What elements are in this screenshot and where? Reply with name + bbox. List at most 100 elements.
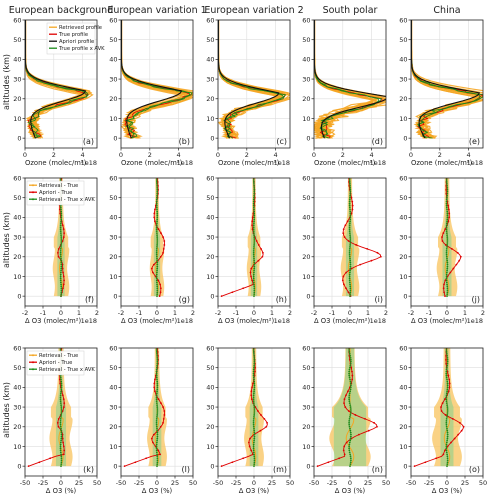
avk-marker [348,421,350,424]
avk-marker [446,257,448,260]
avk-marker [253,408,256,410]
y-tick-label: 20 [399,253,407,261]
apriori-true-marker [343,453,346,456]
avk-marker [59,443,62,446]
avk-marker [253,439,255,442]
x-tick-label: -1 [426,309,432,317]
y-tick-label: 30 [13,403,21,411]
avk-marker [253,210,256,213]
avk-marker [252,423,255,426]
x-tick-label: 0 [59,309,63,317]
avk-marker [446,184,449,187]
avk-marker [253,429,256,432]
avk-marker [252,402,255,405]
avk-marker [348,396,351,399]
avk-marker [446,285,449,288]
apriori-true-marker [162,417,165,420]
avk-marker [349,380,352,383]
avk-marker [349,184,352,187]
avk-marker [156,364,159,367]
apriori-true-marker [159,291,162,294]
avk-marker [60,431,63,434]
avk-marker [445,398,448,401]
avk-marker [348,419,351,422]
avk-marker [60,283,62,286]
avk-marker [252,349,255,351]
y-tick-label: 20 [13,253,21,261]
avk-marker [446,263,449,266]
avk-marker [156,183,158,185]
y-axis-label: altitudes (km) [2,382,11,438]
apriori-true-marker [152,433,155,436]
y-tick-label: 30 [206,75,214,83]
legend-marker [32,184,34,187]
avk-marker [445,372,448,375]
apriori-true-marker [442,453,445,456]
avk-marker [253,246,255,248]
avk-marker [446,453,448,456]
avk-marker [349,194,352,197]
panel-letter: (i) [375,295,383,304]
apriori-true-marker [163,244,166,246]
avk-marker [155,443,158,446]
avk-marker [155,249,158,252]
apriori-true-marker [442,287,445,290]
avk-marker [348,228,351,231]
x-axis-label: Ozone (molec/m²) [411,159,473,167]
avk-marker [445,376,448,379]
avk-marker [446,364,449,367]
avk-marker [445,249,448,252]
avk-marker [349,216,352,219]
avk-marker [156,263,159,266]
avk-marker [445,179,448,181]
apriori-true-marker [367,429,370,432]
apriori-true-marker [456,251,459,254]
apriori-true-marker [445,358,447,361]
avk-marker [253,212,256,215]
avk-marker [60,408,63,410]
apriori-true-marker [445,362,448,365]
avk-marker [348,449,351,452]
apriori-true-marker [159,453,162,456]
avk-marker [252,419,255,422]
avk-marker [156,416,158,418]
avk-marker [253,356,256,359]
plot-area [121,20,193,139]
avk-marker [252,392,255,395]
apriori-true-marker [343,236,346,238]
apriori-true-marker [62,275,65,278]
legend-label: Retrieved profile [59,25,102,31]
avk-marker [445,351,448,353]
y-tick-label: 40 [13,384,21,392]
avk-marker [252,224,255,227]
plot-area [340,178,382,298]
avk-marker [348,279,351,282]
avk-marker [349,283,351,286]
apriori-true-marker [249,271,252,274]
x-tick-label: -1 [233,309,239,317]
avk-marker [59,232,62,235]
avk-marker [349,236,352,238]
avk-marker [59,230,62,233]
avk-marker [445,447,448,450]
avk-marker [445,392,448,395]
avk-marker [60,457,63,460]
avk-marker [59,445,62,448]
avk-marker [252,351,255,353]
avk-marker [156,190,159,193]
avk-marker [252,400,255,403]
y-tick-label: 40 [206,214,214,222]
avk-marker [156,412,159,414]
x-tick-label: -25 [38,479,49,487]
apriori-true-marker [447,204,450,207]
avk-marker [446,210,449,213]
apriori-true-marker [347,390,349,393]
avk-marker [155,398,158,401]
avk-marker [349,242,352,244]
y-tick-label: 20 [206,95,214,103]
avk-marker [252,417,255,420]
apriori-true-marker [255,240,258,242]
